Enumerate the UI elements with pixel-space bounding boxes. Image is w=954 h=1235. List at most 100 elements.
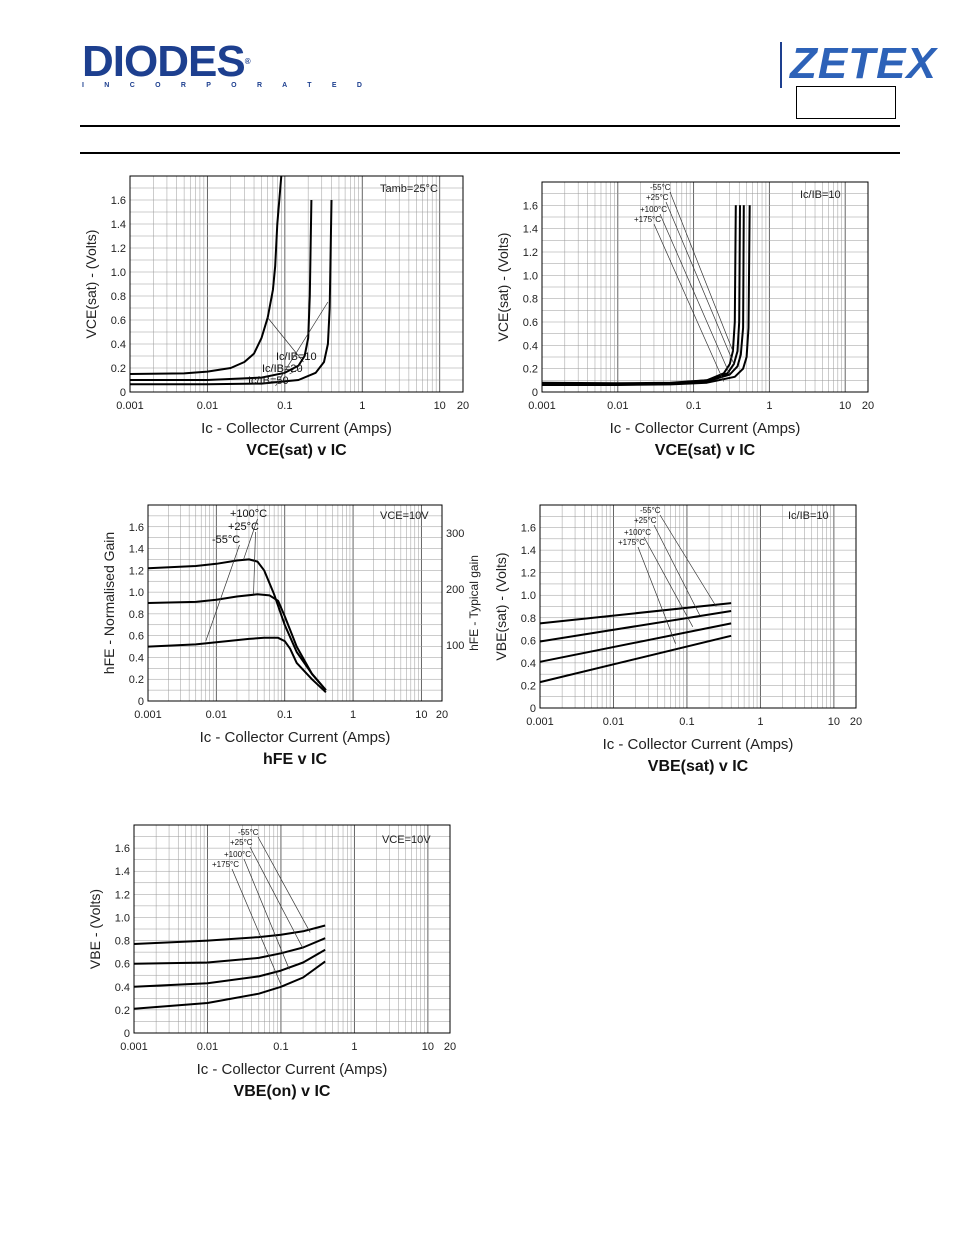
y-tick-label: 0 — [530, 703, 536, 715]
y-tick-label: 1.4 — [129, 544, 144, 556]
series-line-2 — [539, 622, 732, 663]
series-label: Ic/IB=50 — [248, 375, 289, 387]
x-tick-label: 10 — [422, 1041, 434, 1053]
y2-tick-label: 200 — [446, 584, 464, 596]
y-tick-label: 0 — [124, 1028, 130, 1040]
y-tick-label: 0.4 — [521, 658, 536, 670]
y2-tick-label: 300 — [446, 528, 464, 540]
x-axis-label: Ic - Collector Current (Amps) — [197, 1061, 388, 1078]
y-tick-label: 1.2 — [129, 565, 144, 577]
y-tick-label: 1.2 — [111, 243, 126, 255]
x-tick-label: 1 — [766, 400, 772, 412]
series-line-0 — [133, 924, 326, 945]
y-tick-label: 0.2 — [115, 1005, 130, 1017]
series-leader-line — [643, 536, 694, 627]
y-tick-label: 1.0 — [523, 270, 538, 282]
chart-annotation: Tamb=25°C — [380, 183, 438, 195]
series-label: -55°C — [640, 506, 661, 515]
series-label: +25°C — [230, 838, 253, 847]
chart-vbesat: 0.001 0.01 0.1 1 10 20 0 0.2 0.4 0.6 0.8 1.0 1.2 1.4 1… — [493, 504, 862, 775]
y-tick-label: 0.2 — [129, 674, 144, 686]
part-number-box — [796, 86, 896, 119]
x-tick-label: 0.001 — [526, 716, 554, 728]
series-label: Ic/IB=10 — [276, 351, 317, 363]
x-tick-label: 10 — [828, 716, 840, 728]
x-tick-label: 1 — [757, 716, 763, 728]
y-axis-label: VCE(sat) - (Volts) — [495, 233, 511, 342]
x-tick-label: 0.1 — [686, 400, 701, 412]
x-axis-label: Ic - Collector Current (Amps) — [201, 420, 392, 437]
series-label: +175°C — [212, 860, 239, 869]
series-label: +175°C — [634, 215, 661, 224]
y-tick-label: 1.6 — [115, 843, 130, 855]
chart-title: VCE(sat) v IC — [655, 442, 756, 459]
y-tick-label: 0.6 — [129, 631, 144, 643]
y-tick-label: 1.2 — [521, 568, 536, 580]
y2-axis-label: hFE - Typical gain — [467, 555, 481, 651]
series-line-0 — [147, 558, 327, 691]
y-tick-label: 1.6 — [521, 523, 536, 535]
y-tick-label: 0.6 — [111, 315, 126, 327]
x-tick-label: 1 — [350, 709, 356, 721]
series-leader-line — [267, 317, 304, 363]
series-label: +100°C — [230, 508, 267, 520]
x-tick-label: 20 — [850, 716, 862, 728]
x-tick-label: 0.01 — [206, 709, 227, 721]
y-tick-label: 1.4 — [115, 866, 130, 878]
chart-annotation: VCE=10V — [382, 834, 431, 846]
chart-title: hFE v IC — [263, 751, 327, 768]
zetex-logo-text: ZETEX — [790, 39, 937, 88]
x-tick-label: 20 — [436, 709, 448, 721]
y-tick-label: 0.6 — [523, 317, 538, 329]
series-leader-line — [653, 223, 725, 382]
plot-frame — [541, 181, 869, 393]
series-line-2 — [147, 636, 327, 694]
zetex-logo-bar — [780, 42, 782, 88]
x-tick-label: 0.001 — [120, 1041, 148, 1053]
x-tick-label: 20 — [457, 400, 469, 412]
grid — [133, 825, 451, 1033]
chart-annotation: Ic/IB=10 — [788, 510, 829, 522]
series-label: -55°C — [650, 183, 671, 192]
chart-vcesat-temperature: 0.001 0.01 0.1 1 10 20 0 0.2 0.4 0.6 0.8 1.0 1.2 1.4 1… — [495, 181, 874, 459]
y-tick-label: 0.6 — [521, 635, 536, 647]
series-line-1 — [539, 610, 732, 643]
series-label: +175°C — [618, 538, 645, 547]
series-leader-line — [653, 524, 701, 616]
plot-frame — [129, 175, 464, 393]
y-tick-label: 0.8 — [129, 609, 144, 621]
y-tick-label: 0.2 — [523, 364, 538, 376]
series-line-1 — [133, 937, 326, 965]
x-tick-label: 0.01 — [607, 400, 628, 412]
y-axis-label: VBE(sat) - (Volts) — [493, 552, 509, 660]
x-tick-label: 0.1 — [277, 709, 292, 721]
y-tick-label: 1.6 — [523, 200, 538, 212]
y-tick-label: 0.4 — [115, 982, 130, 994]
chart-title: VCE(sat) v IC — [246, 442, 347, 459]
series-label: +25°C — [646, 193, 669, 202]
series-line-0 — [541, 205, 737, 385]
series-leader-line — [257, 836, 311, 933]
chart-hfe: 0.001 0.01 0.1 1 10 2000.20.40.60.81.01.21.41… — [101, 504, 481, 768]
y-tick-label: 0.4 — [523, 340, 538, 352]
series-label: +25°C — [228, 521, 259, 533]
y-tick-label: 1.6 — [129, 522, 144, 534]
series-line-0 — [539, 602, 732, 625]
y-tick-label: 1.0 — [129, 587, 144, 599]
x-tick-label: 0.01 — [197, 1041, 218, 1053]
grid — [129, 176, 464, 392]
series-leader-line — [243, 518, 258, 560]
y-tick-label: 0.8 — [111, 291, 126, 303]
series-leader-line — [253, 531, 256, 595]
grid — [539, 505, 857, 708]
x-tick-label: 0.1 — [273, 1041, 288, 1053]
y-tick-label: 0 — [120, 387, 126, 399]
series-leader-line — [243, 858, 290, 970]
series-leader-line — [249, 846, 304, 949]
x-tick-label: 0.01 — [603, 716, 624, 728]
y-tick-label: 0 — [532, 387, 538, 399]
x-tick-label: 0.1 — [277, 400, 292, 412]
series-leader-line — [665, 201, 735, 365]
x-tick-label: 10 — [434, 400, 446, 412]
y-tick-label: 0.8 — [115, 936, 130, 948]
